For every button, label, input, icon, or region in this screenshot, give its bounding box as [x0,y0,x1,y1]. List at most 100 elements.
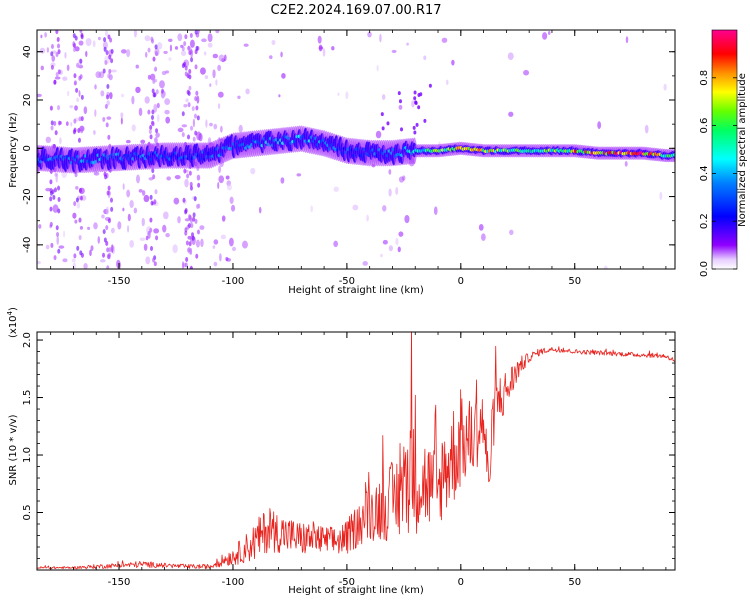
noise-mark [126,189,131,198]
noise-mark [72,212,77,219]
noise-mark [215,79,218,86]
noise-streak-mark [103,37,107,43]
noise-mark [45,244,50,250]
colorbar-tick-label: 0.2 [699,213,710,229]
noise-streak-mark [73,80,77,86]
noise-mark [111,69,117,73]
noise-streak-mark [49,179,53,185]
noise-streak-mark [195,90,199,96]
noise-mark [226,183,232,191]
spike-mark [415,122,419,127]
noise-mark [177,33,183,42]
x-tick-label: -150 [108,577,131,588]
noise-mark [217,182,220,190]
noise-mark [367,31,372,38]
spectrogram-y-label: Frequency (Hz) [8,112,19,188]
noise-mark [89,249,92,257]
noise-mark [94,84,97,90]
spike-mark [419,92,423,97]
noise-streak-mark [110,58,114,64]
noise-streak-mark [185,257,189,263]
noise-mark [145,256,151,265]
noise-mark [56,235,60,245]
noise-streak-mark [193,113,197,119]
noise-streak-mark [57,120,61,126]
noise-streak-mark [57,105,61,111]
noise-streak-mark [188,214,192,220]
noise-mark [391,49,397,54]
noise-streak-mark [73,42,77,48]
noise-streak-mark [80,128,84,134]
noise-mark [74,105,78,111]
colorbar-tick-label: 0.4 [699,165,710,181]
noise-mark [181,124,188,128]
noise-mark [127,213,131,222]
noise-mark [168,38,173,42]
noise-streak-mark [187,247,191,253]
noise-mark [141,190,146,196]
noise-mark [229,196,234,204]
noise-streak-mark [57,185,61,191]
spike-mark [413,90,417,95]
y-tick-label: 20 [22,94,33,107]
noise-mark [337,92,340,96]
noise-mark [209,83,212,87]
noise-streak-mark [148,129,152,135]
noise-streak-mark [57,248,61,254]
noise-mark [44,32,47,38]
noise-streak-mark [188,170,192,176]
noise-mark [192,118,196,128]
noise-streak-mark [107,218,111,224]
noise-streak-mark [50,125,54,131]
snr-y-axis: 0.5 1.0 1.5 2.0 [22,332,675,571]
spectrogram-heatmap [37,30,675,269]
y-tick-label: 1.0 [22,447,33,463]
noise-mark [85,50,88,57]
noise-mark [131,124,136,132]
noise-mark [230,204,236,212]
spectrogram-frame [36,29,676,270]
noise-streak-mark [150,114,154,120]
noise-mark [67,90,70,97]
noise-streak-mark [184,262,188,268]
noise-mark [196,131,202,141]
noise-mark [37,93,42,98]
noise-mark [177,127,184,133]
noise-streak-mark [79,58,83,64]
noise-mark [75,186,79,190]
noise-mark [156,42,163,50]
x-tick-label: 50 [568,276,581,287]
noise-mark [133,207,138,214]
noise-mark [166,176,171,181]
noise-streak-mark [190,223,194,229]
noise-mark [156,102,160,109]
noise-mark [58,245,65,249]
noise-mark [141,217,145,227]
noise-streak-mark [50,51,54,57]
noise-streak-mark [73,253,77,259]
noise-streak-mark [76,62,80,68]
colorbar-tick-label: 0.0 [699,261,710,277]
noise-mark [71,258,76,263]
noise-mark [110,244,114,254]
colorbar-ticks: 0.0 0.2 0.4 0.6 0.8 [699,70,737,277]
x-tick-label: -150 [108,276,131,287]
noise-mark [362,261,368,266]
noise-streak-mark [196,229,200,235]
noise-mark [164,109,170,115]
noise-mark [165,116,171,124]
noise-streak-mark [107,185,111,191]
noise-streak-mark [80,94,84,100]
noise-streak-mark [149,217,153,223]
noise-mark [381,94,386,100]
spike-mark [413,96,417,101]
noise-mark [388,245,393,252]
noise-streak-mark [106,247,110,253]
noise-streak-mark [155,128,159,134]
snr-y-label: SNR (10 * v/v) [8,414,19,485]
noise-streak-mark [49,206,53,212]
noise-streak-mark [149,227,153,233]
noise-mark [120,49,127,54]
noise-streak-mark [190,125,194,131]
noise-streak-mark [186,89,190,95]
